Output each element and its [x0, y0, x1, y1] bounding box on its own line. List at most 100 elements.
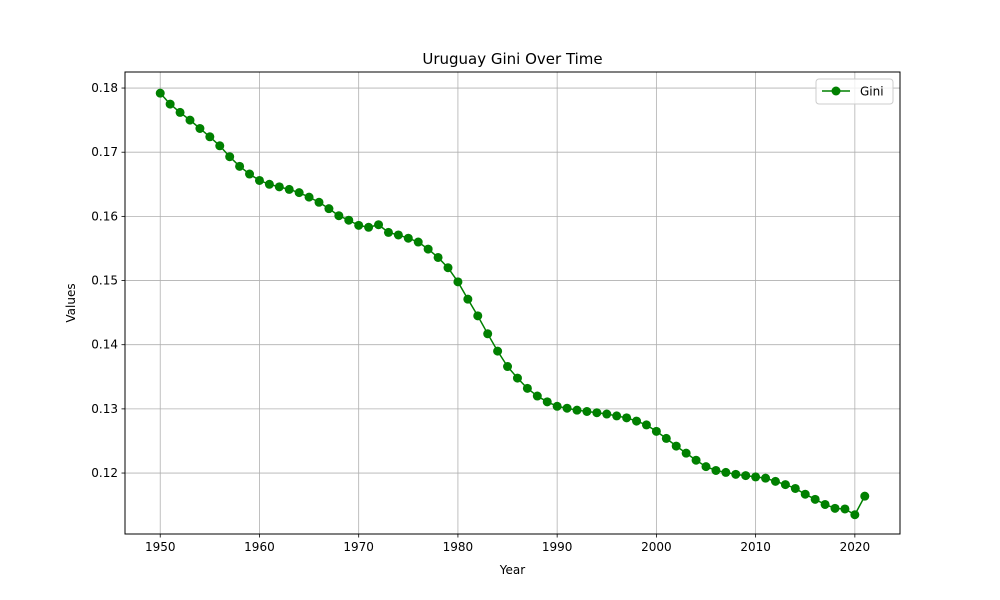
data-point [354, 220, 364, 230]
data-point [860, 491, 870, 501]
data-point [473, 311, 483, 321]
data-point [542, 397, 552, 407]
plot-frame [124, 71, 901, 535]
data-point [622, 413, 632, 423]
legend-label: Gini [860, 85, 884, 99]
data-point [503, 362, 513, 372]
data-point [612, 411, 622, 421]
data-point [761, 473, 771, 483]
data-point [254, 175, 264, 185]
data-point [195, 123, 205, 133]
data-point [671, 441, 681, 451]
y-tick-label: 0.18 [91, 81, 118, 95]
data-point [423, 244, 433, 254]
data-point [780, 480, 790, 490]
y-tick-label: 0.15 [91, 274, 118, 288]
y-tick-label: 0.12 [91, 466, 118, 480]
grid-layer [125, 72, 900, 534]
data-point [602, 409, 612, 419]
data-point [532, 391, 542, 401]
data-point [592, 408, 602, 418]
data-point [364, 222, 374, 232]
data-point [572, 405, 582, 415]
data-point [651, 426, 661, 436]
data-point [751, 472, 761, 482]
data-point [850, 510, 860, 520]
data-point [711, 465, 721, 475]
data-point [344, 215, 354, 225]
data-point [493, 346, 503, 356]
data-point [443, 263, 453, 273]
y-tick-label: 0.13 [91, 402, 118, 416]
x-tick-label: 1950 [145, 540, 176, 554]
data-point [433, 252, 443, 262]
data-point [582, 406, 592, 416]
data-point [731, 469, 741, 479]
data-point [463, 294, 473, 304]
x-tick-label: 2020 [840, 540, 871, 554]
data-point [810, 494, 820, 504]
chart-title: Uruguay Gini Over Time [422, 50, 602, 68]
data-point [641, 420, 651, 430]
data-point [800, 489, 810, 499]
x-tick-label: 2000 [641, 540, 672, 554]
data-point [245, 169, 255, 179]
data-point [403, 233, 413, 243]
x-tick-label: 2010 [740, 540, 771, 554]
data-point [691, 455, 701, 465]
data-point [235, 161, 245, 171]
data-point [324, 204, 334, 214]
y-tick-label: 0.16 [91, 209, 118, 223]
data-point [383, 227, 393, 237]
data-point [830, 503, 840, 513]
data-point [840, 504, 850, 514]
legend-marker-sample [831, 86, 841, 96]
data-point [225, 152, 235, 162]
legend: Gini [815, 78, 894, 105]
data-point [413, 237, 423, 247]
data-point [264, 179, 274, 189]
data-point [453, 277, 463, 287]
y-axis-label: Values [64, 283, 78, 322]
data-point [334, 211, 344, 221]
data-point [721, 467, 731, 477]
x-axis-label: Year [499, 563, 525, 577]
data-point [820, 499, 830, 509]
data-point [215, 141, 225, 151]
data-point [512, 373, 522, 383]
data-point [661, 433, 671, 443]
y-tick-label: 0.17 [91, 145, 118, 159]
data-point [294, 188, 304, 198]
data-point [701, 462, 711, 472]
data-point [632, 416, 642, 426]
x-tick-label: 1960 [244, 540, 275, 554]
data-point [205, 132, 215, 142]
data-point [522, 383, 532, 393]
data-point [274, 182, 284, 192]
data-point [175, 107, 185, 117]
data-point [155, 88, 165, 98]
x-tick-label: 1990 [542, 540, 573, 554]
legend-box [815, 78, 894, 105]
data-point [374, 220, 384, 230]
data-point [790, 483, 800, 493]
data-point [304, 192, 314, 202]
data-point [483, 329, 493, 339]
y-tick-label: 0.14 [91, 338, 118, 352]
tick-layer: 1950 1960 1970 1980 1990 2000 2010 2020 0.12 0.13… [91, 81, 870, 554]
x-tick-label: 1980 [443, 540, 474, 554]
series-layer [155, 88, 870, 520]
data-point [185, 115, 195, 125]
data-point [552, 401, 562, 411]
data-point [770, 476, 780, 486]
data-point [562, 403, 572, 413]
x-tick-label: 1970 [343, 540, 374, 554]
data-point [741, 471, 751, 481]
data-point [165, 99, 175, 109]
data-point [681, 448, 691, 458]
data-point [393, 230, 403, 240]
data-point [284, 184, 294, 194]
data-point [314, 197, 324, 207]
